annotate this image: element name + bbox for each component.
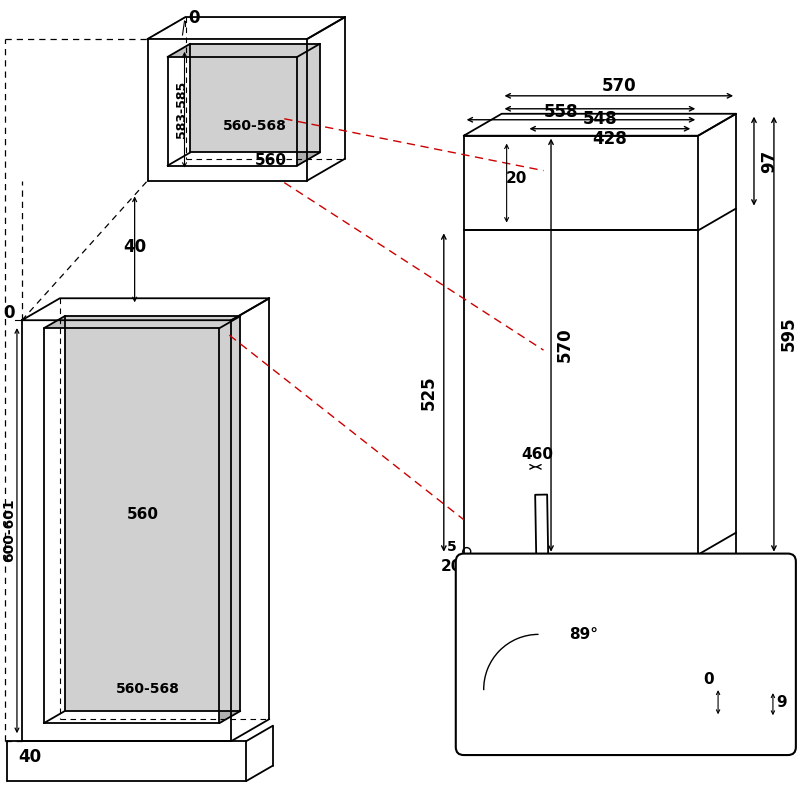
Text: 560-568: 560-568	[116, 682, 179, 696]
Text: 0: 0	[702, 672, 714, 686]
Text: 595: 595	[564, 593, 598, 610]
Text: 40: 40	[123, 238, 146, 257]
Text: 560-568: 560-568	[222, 118, 286, 133]
Bar	[464, 136, 698, 230]
Text: 40: 40	[18, 748, 42, 766]
Text: 428: 428	[593, 130, 627, 148]
Text: 0: 0	[3, 304, 14, 322]
Bar	[464, 230, 698, 554]
FancyBboxPatch shape	[456, 554, 796, 755]
Text: 5: 5	[447, 540, 457, 554]
Text: 560: 560	[255, 153, 287, 168]
Text: 560: 560	[126, 507, 158, 522]
Polygon shape	[167, 44, 320, 57]
Text: 595: 595	[780, 317, 798, 351]
Text: 570: 570	[602, 77, 636, 95]
Polygon shape	[298, 44, 320, 166]
Polygon shape	[190, 44, 320, 153]
Polygon shape	[219, 316, 240, 723]
Text: 460: 460	[521, 447, 553, 462]
Text: 20: 20	[441, 559, 462, 574]
Polygon shape	[518, 690, 546, 711]
Polygon shape	[44, 316, 240, 328]
Text: 89°: 89°	[569, 627, 598, 642]
Text: 0: 0	[189, 9, 200, 27]
Text: 9: 9	[776, 694, 786, 710]
Text: 97: 97	[760, 150, 778, 173]
Text: 548: 548	[582, 110, 618, 128]
Text: 600-601: 600-601	[2, 499, 16, 562]
Text: 583-585: 583-585	[174, 81, 187, 138]
Text: 558: 558	[544, 102, 578, 121]
Polygon shape	[65, 316, 240, 711]
Polygon shape	[535, 494, 550, 690]
Polygon shape	[518, 571, 537, 732]
Text: 525: 525	[420, 375, 438, 410]
Text: 570: 570	[556, 328, 574, 362]
Text: 20: 20	[506, 170, 527, 186]
